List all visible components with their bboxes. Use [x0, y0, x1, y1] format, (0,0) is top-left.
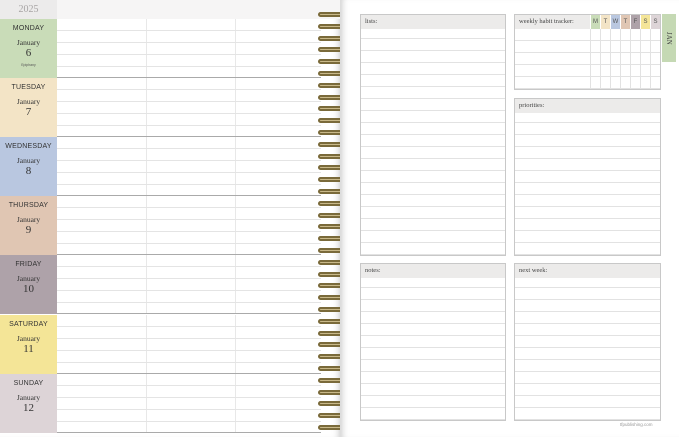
day-name: SUNDAY [13, 379, 44, 387]
day-name: THURSDAY [8, 202, 49, 210]
day-date: 11 [23, 342, 34, 355]
day-date: 9 [25, 224, 32, 237]
habit-day: M [590, 15, 600, 29]
day-writing-lines [57, 373, 321, 433]
day-thursday: THURSDAY January 9 [0, 196, 57, 256]
day-month: January [16, 215, 41, 225]
day-writing-lines [57, 19, 321, 78]
day-tuesday: TUESDAY January 7 [0, 78, 57, 138]
day-month: January [16, 333, 41, 343]
priorities-heading: priorities: [515, 99, 660, 113]
next-week-box: next week: [514, 263, 661, 421]
habit-day: F [630, 15, 640, 29]
day-name: MONDAY [12, 25, 45, 32]
day-date: 6 [25, 47, 32, 59]
day-date: 12 [23, 401, 34, 414]
header-bar [57, 0, 340, 19]
habit-tracker-heading: weekly habit tracker: [519, 18, 574, 25]
day-date: 8 [25, 165, 32, 178]
day-friday: FRIDAY January 10 [0, 255, 57, 315]
day-month: January [16, 38, 41, 47]
month-tab-jan[interactable]: JAN [662, 14, 676, 62]
day-date: 7 [25, 106, 32, 119]
notes-box: notes: [360, 263, 506, 421]
day-monday: MONDAY January 6 Epiphany [0, 19, 57, 78]
day-month: January [16, 392, 41, 402]
day-wednesday: WEDNESDAY January 8 [0, 137, 57, 197]
habit-day: W [610, 15, 620, 29]
day-month: January [16, 156, 41, 166]
day-sunday: SUNDAY January 12 [0, 373, 57, 433]
day-writing-lines [57, 196, 321, 256]
day-writing-lines [57, 314, 321, 374]
day-name: TUESDAY [11, 84, 46, 92]
footer-url: tfpublishing.com [620, 422, 653, 427]
lists-heading: lists: [361, 15, 505, 29]
lists-box: lists: [360, 14, 506, 256]
priorities-box: priorities: [514, 98, 661, 256]
day-writing-lines [57, 78, 321, 138]
habit-day: S [650, 15, 660, 29]
day-name: SATURDAY [9, 320, 48, 328]
day-note: Epiphany [21, 63, 36, 67]
day-month: January [16, 97, 41, 107]
year-label: 2025 [0, 0, 57, 19]
day-writing-lines [57, 137, 321, 197]
left-page: 2025 MONDAY January 6 Epiphany TUESDAY J… [0, 0, 340, 433]
day-date: 10 [23, 283, 34, 296]
day-name: FRIDAY [15, 261, 42, 269]
habit-day: T [600, 15, 610, 29]
day-month: January [16, 274, 41, 284]
day-name: WEDNESDAY [5, 143, 52, 151]
habit-day: S [640, 15, 650, 29]
habit-tracker: weekly habit tracker: M T W T F S S [514, 14, 661, 90]
notes-heading: notes: [361, 264, 505, 278]
habit-day: T [620, 15, 630, 29]
day-saturday: SATURDAY January 11 [0, 314, 57, 374]
next-week-heading: next week: [515, 264, 660, 278]
day-writing-lines [57, 255, 321, 315]
